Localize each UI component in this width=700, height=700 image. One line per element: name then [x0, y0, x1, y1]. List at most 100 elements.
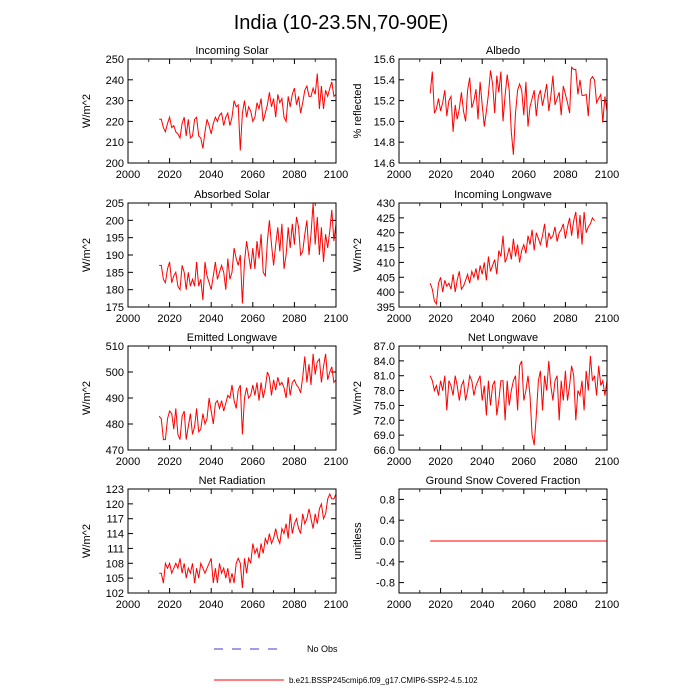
- x-tick-label: 2020: [428, 456, 452, 468]
- x-tick-label: 2000: [116, 599, 140, 611]
- y-tick-label: 405: [377, 272, 395, 284]
- series-line: [158, 353, 337, 441]
- x-tick-label: 2040: [470, 456, 494, 468]
- panel-title: Absorbed Solar: [194, 189, 270, 201]
- plot-frame: [127, 488, 337, 594]
- y-axis-label: W/m^2: [352, 238, 364, 272]
- y-tick-label: 120: [106, 499, 124, 511]
- series-line: [159, 492, 337, 589]
- x-tick-label: 2100: [324, 599, 348, 611]
- y-tick-label: 425: [377, 213, 395, 225]
- x-tick-label: 2100: [595, 599, 619, 611]
- y-tick-label: 84.0: [374, 356, 395, 368]
- x-tick-label: 2020: [428, 313, 452, 325]
- panel-absorbed-solar: Absorbed Solar W/m^2 2000 2020 2040 2060 2080 2…: [81, 189, 348, 325]
- panel-net-radiation: Net Radiation W/m^2 2000 2020 2040 2060 2080 21…: [81, 475, 348, 611]
- legend-no-obs-label: No Obs: [307, 644, 338, 654]
- y-tick-label: 420: [377, 228, 395, 240]
- series-line: [429, 66, 608, 155]
- series-line: [429, 355, 608, 446]
- panel-title: Ground Snow Covered Fraction: [426, 475, 581, 487]
- series-line: [429, 211, 595, 306]
- y-tick-label: 81.0: [374, 371, 395, 383]
- x-tick-label: 2080: [553, 456, 577, 468]
- plot-frame: [398, 58, 608, 164]
- panel-title: Incoming Longwave: [454, 189, 552, 201]
- panel-incoming-longwave: Incoming Longwave W/m^2 2000 2020 2040 2060 20…: [352, 189, 619, 325]
- plot-frame: [398, 202, 608, 308]
- y-tick-label: 75.0: [374, 400, 395, 412]
- legend: No Obs b.e21.BSSP245cmip6.f09_g17.CMIP6-…: [214, 644, 478, 685]
- x-tick-label: 2000: [387, 456, 411, 468]
- y-tick-label: 480: [106, 419, 124, 431]
- panel-incoming-solar: Incoming Solar W/m^2 2000 2020 2040 2060 2080 2…: [81, 45, 348, 181]
- y-tick-label: 240: [106, 75, 124, 87]
- y-tick-label: 0.0: [380, 536, 395, 548]
- y-tick-label: 490: [106, 393, 124, 405]
- y-tick-label: 15.0: [374, 116, 395, 128]
- x-tick-label: 2040: [199, 599, 223, 611]
- panels-group: Incoming Solar W/m^2 2000 2020 2040 2060 2080 2…: [81, 45, 619, 611]
- x-tick-label: 2080: [282, 169, 306, 181]
- x-tick-label: 2020: [428, 169, 452, 181]
- y-axis-label: unitless: [352, 522, 364, 560]
- legend-model-label: b.e21.BSSP245cmip6.f09_g17.CMIP6-SSP2-4.…: [289, 676, 478, 685]
- x-tick-label: 2080: [553, 169, 577, 181]
- y-axis-label: W/m^2: [81, 94, 93, 128]
- series-line: [159, 73, 337, 151]
- y-tick-label: 15.4: [374, 75, 395, 87]
- figure-title: India (10-23.5N,70-90E): [234, 12, 449, 34]
- y-tick-label: 500: [106, 367, 124, 379]
- x-tick-label: 2060: [241, 169, 265, 181]
- x-tick-label: 2040: [470, 169, 494, 181]
- x-tick-label: 2020: [428, 599, 452, 611]
- y-tick-label: 108: [106, 558, 124, 570]
- y-tick-label: 185: [106, 267, 124, 279]
- y-tick-label: 123: [106, 484, 124, 496]
- plot-frame: [127, 58, 337, 164]
- y-tick-label: 230: [106, 96, 124, 108]
- panel-ground-snow-covered-fraction: Ground Snow Covered Fraction unitless 2000…: [352, 475, 619, 611]
- y-tick-label: 111: [107, 543, 124, 555]
- panel-albedo: Albedo % reflected 2000 2020 2040 2060 2080 210…: [352, 45, 619, 181]
- x-tick-label: 2000: [387, 313, 411, 325]
- y-tick-label: 190: [106, 250, 124, 262]
- y-tick-label: 470: [106, 445, 124, 457]
- x-tick-label: 2060: [512, 313, 536, 325]
- panel-net-longwave: Net Longwave W/m^2 2000 2020 2040 2060 2080 210…: [352, 332, 619, 468]
- plot-frame: [127, 202, 337, 308]
- y-tick-label: 0.4: [380, 515, 395, 527]
- y-tick-label: 87.0: [374, 341, 395, 353]
- series-line: [159, 202, 337, 304]
- y-tick-label: 510: [106, 341, 124, 353]
- y-tick-label: 430: [377, 198, 395, 210]
- y-tick-label: 400: [377, 287, 395, 299]
- x-tick-label: 2060: [241, 599, 265, 611]
- y-tick-label: -0.8: [376, 578, 395, 590]
- y-tick-label: 78.0: [374, 386, 395, 398]
- panel-emitted-longwave: Emitted Longwave W/m^2 2000 2020 2040 2060 208…: [81, 332, 348, 468]
- panel-title: Emitted Longwave: [187, 332, 278, 344]
- y-tick-label: 205: [106, 198, 124, 210]
- x-tick-label: 2040: [470, 599, 494, 611]
- y-tick-label: 410: [377, 257, 395, 269]
- y-tick-label: 117: [106, 514, 124, 526]
- y-tick-label: 220: [106, 116, 124, 128]
- y-tick-label: 250: [106, 54, 124, 66]
- y-tick-label: 200: [106, 215, 124, 227]
- x-tick-label: 2020: [157, 313, 181, 325]
- x-tick-label: 2080: [282, 313, 306, 325]
- x-tick-label: 2040: [199, 169, 223, 181]
- x-tick-label: 2000: [116, 169, 140, 181]
- y-tick-label: 210: [106, 137, 124, 149]
- x-tick-label: 2080: [282, 456, 306, 468]
- y-tick-label: 200: [106, 158, 124, 170]
- x-tick-label: 2020: [157, 456, 181, 468]
- y-tick-label: 66.0: [374, 445, 395, 457]
- y-axis-label: W/m^2: [81, 381, 93, 415]
- x-tick-label: 2060: [512, 169, 536, 181]
- x-tick-label: 2100: [595, 313, 619, 325]
- x-tick-label: 2060: [241, 313, 265, 325]
- y-axis-label: W/m^2: [81, 524, 93, 558]
- x-tick-label: 2040: [199, 313, 223, 325]
